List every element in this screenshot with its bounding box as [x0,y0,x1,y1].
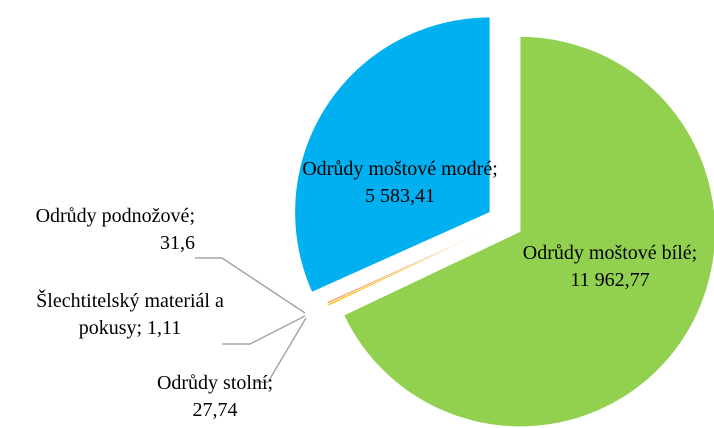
leader-line [255,317,307,383]
pie-slice [343,36,714,427]
data-label: Šlechtitelský materiál a pokusy; 1,11 [30,288,230,342]
separator: ; [267,372,274,394]
data-label: Odrůdy moštové bílé; 11 962,77 [520,240,700,294]
separator: ; [136,317,148,339]
pie-slice [326,221,506,305]
value-label: 1,11 [147,317,182,339]
category: Odrůdy podnožové [35,205,190,227]
category: Odrůdy moštové bílé [522,242,692,264]
data-label: Odrůdy stolní; 27,74 [150,370,280,424]
data-label: Odrůdy podnožové; 31,6 [10,203,195,257]
leader-line [222,315,306,345]
data-label: Odrůdy moštové modré; 5 583,41 [300,156,500,210]
value-label: 27,74 [192,399,238,421]
pie-slice [294,16,491,293]
value-label: 31,6 [160,232,195,254]
separator: ; [691,242,698,264]
category: Šlechtitelský materiál a pokusy [36,290,224,339]
leader-line [195,257,306,314]
value-label: 5 583,41 [365,185,435,207]
category: Odrůdy moštové modré [302,158,493,180]
value-label: 11 962,77 [570,269,650,291]
separator: ; [189,205,195,227]
separator: ; [492,158,498,180]
category: Odrůdy stolní [156,372,268,394]
